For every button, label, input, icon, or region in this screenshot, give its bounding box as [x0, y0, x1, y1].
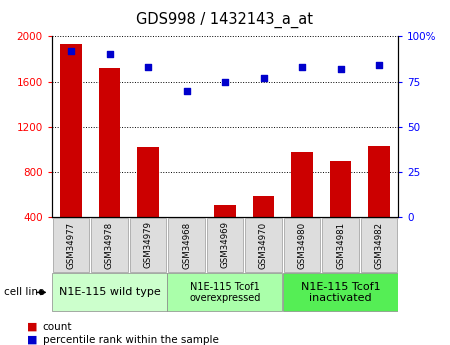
- Text: GSM34981: GSM34981: [336, 221, 345, 268]
- Text: percentile rank within the sample: percentile rank within the sample: [43, 335, 219, 345]
- Point: [68, 48, 75, 53]
- Point: [337, 66, 344, 71]
- Bar: [168, 218, 205, 272]
- Bar: [137, 147, 158, 263]
- Bar: [130, 218, 166, 272]
- Text: GSM34968: GSM34968: [182, 221, 191, 268]
- Bar: [176, 220, 197, 263]
- Bar: [53, 218, 90, 272]
- Bar: [207, 218, 243, 272]
- Bar: [253, 196, 274, 263]
- Text: GSM34969: GSM34969: [220, 221, 230, 268]
- Point: [144, 64, 152, 70]
- Text: GSM34977: GSM34977: [67, 221, 76, 268]
- Bar: [214, 205, 236, 263]
- Bar: [60, 44, 81, 263]
- Text: cell line: cell line: [4, 287, 45, 297]
- Point: [183, 88, 190, 93]
- Bar: [322, 218, 359, 272]
- Text: count: count: [43, 322, 72, 332]
- Bar: [283, 273, 398, 312]
- Point: [221, 79, 229, 84]
- Bar: [292, 152, 313, 263]
- Text: GSM34978: GSM34978: [105, 221, 114, 268]
- Text: N1E-115 Tcof1
inactivated: N1E-115 Tcof1 inactivated: [301, 282, 380, 303]
- Bar: [52, 273, 167, 312]
- Text: N1E-115 wild type: N1E-115 wild type: [58, 287, 160, 297]
- Bar: [91, 218, 128, 272]
- Text: ■: ■: [27, 335, 37, 345]
- Bar: [360, 218, 397, 272]
- Text: GSM34982: GSM34982: [374, 221, 383, 268]
- Text: ■: ■: [27, 322, 37, 332]
- Bar: [330, 161, 351, 263]
- Point: [106, 51, 113, 57]
- Bar: [99, 68, 120, 263]
- Point: [260, 75, 267, 81]
- Text: GSM34970: GSM34970: [259, 221, 268, 268]
- Point: [298, 64, 306, 70]
- Text: GSM34980: GSM34980: [297, 221, 306, 268]
- Bar: [284, 218, 320, 272]
- Text: GDS998 / 1432143_a_at: GDS998 / 1432143_a_at: [136, 12, 314, 28]
- Bar: [167, 273, 282, 312]
- Text: GSM34979: GSM34979: [144, 221, 153, 268]
- Bar: [245, 218, 282, 272]
- Bar: [369, 146, 390, 263]
- Point: [375, 62, 382, 68]
- Text: N1E-115 Tcof1
overexpressed: N1E-115 Tcof1 overexpressed: [189, 282, 261, 303]
